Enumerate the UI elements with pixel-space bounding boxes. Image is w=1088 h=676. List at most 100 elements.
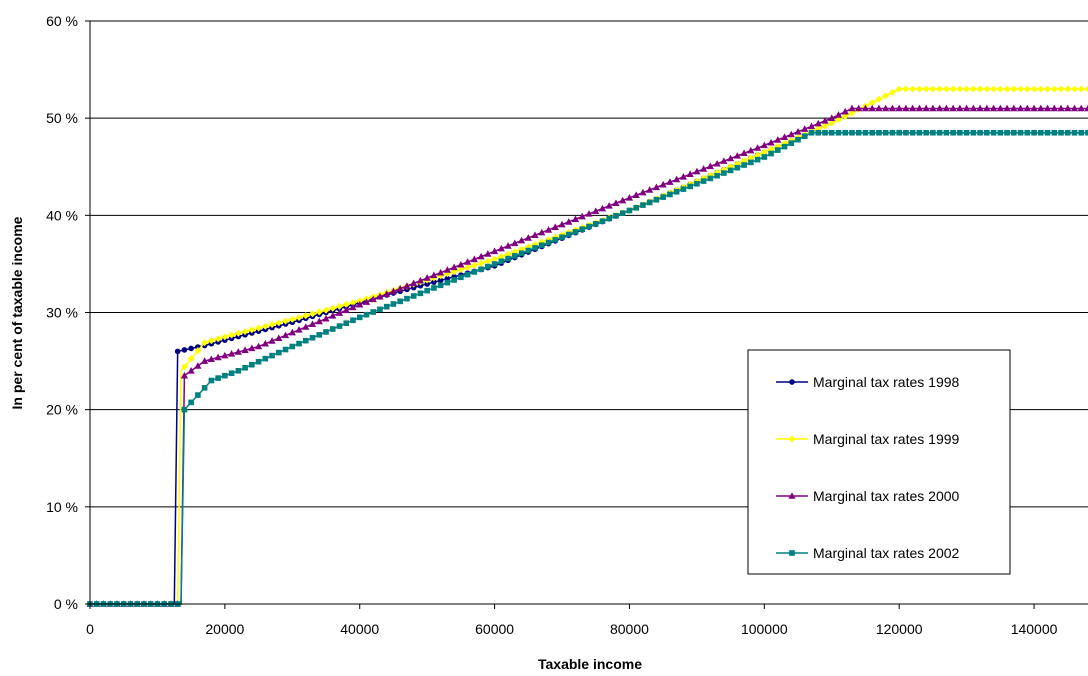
data-point — [518, 250, 525, 257]
data-point — [254, 342, 263, 350]
data-point — [221, 351, 229, 359]
data-point — [652, 183, 661, 191]
data-point — [309, 310, 317, 318]
data-point — [363, 311, 370, 318]
data-point — [659, 180, 667, 188]
tick-labels: 0 % 10 % 20 % 30 % 40 % 50 % 60 % 0 20000 40000 60… — [46, 13, 1058, 637]
data-point — [302, 312, 310, 320]
data-point — [916, 129, 923, 136]
data-point — [579, 226, 586, 232]
data-point — [768, 150, 774, 157]
data-point — [228, 331, 236, 339]
data-point — [1017, 129, 1024, 136]
data-point — [1077, 85, 1085, 93]
data-point — [525, 247, 532, 254]
data-point — [1016, 104, 1025, 112]
data-point — [748, 159, 754, 166]
data-point — [490, 247, 499, 255]
data-point — [1078, 129, 1085, 136]
data-point — [1037, 104, 1045, 112]
data-point — [201, 339, 209, 347]
data-point — [666, 178, 674, 185]
data-point — [902, 104, 910, 112]
data-point — [625, 194, 634, 201]
data-point — [882, 129, 889, 136]
data-point — [1003, 85, 1011, 93]
data-point — [660, 194, 666, 200]
data-point — [491, 261, 498, 267]
data-point — [396, 284, 404, 292]
data-point — [976, 104, 984, 112]
data-point — [511, 239, 519, 247]
data-point — [241, 328, 249, 336]
data-point — [1064, 104, 1072, 112]
data-point — [322, 306, 330, 314]
data-point — [626, 207, 633, 214]
x-tick-label: 80000 — [610, 621, 649, 637]
data-point — [835, 116, 842, 124]
data-point — [504, 250, 512, 258]
data-point — [302, 337, 309, 344]
data-point — [477, 259, 485, 267]
data-point — [1010, 85, 1018, 93]
data-point — [714, 172, 720, 179]
data-point — [828, 129, 835, 136]
data-point — [484, 257, 492, 265]
data-point — [288, 315, 296, 323]
data-point — [687, 183, 693, 190]
data-point — [586, 223, 592, 230]
data-point — [720, 157, 728, 164]
data-point — [242, 364, 248, 371]
data-point — [504, 242, 512, 249]
data-point — [598, 204, 607, 212]
data-point — [996, 104, 1004, 112]
data-point — [673, 175, 681, 183]
data-point — [431, 285, 437, 291]
data-point — [734, 164, 741, 171]
data-point — [424, 281, 430, 287]
data-point — [416, 276, 425, 284]
data-point — [208, 377, 215, 384]
data-point — [195, 392, 201, 398]
data-point — [187, 355, 195, 363]
data-point — [700, 165, 708, 172]
data-point — [524, 234, 532, 241]
data-point — [417, 290, 424, 297]
data-point — [551, 223, 559, 231]
data-point — [180, 363, 188, 371]
data-point — [174, 348, 181, 355]
data-point — [849, 129, 855, 136]
data-point — [903, 129, 909, 136]
data-point — [377, 306, 383, 313]
y-tick-label: 0 % — [54, 596, 78, 612]
data-point — [181, 406, 188, 413]
data-point — [295, 313, 303, 321]
data-point — [458, 274, 464, 281]
data-point — [342, 306, 350, 314]
data-point — [700, 178, 707, 184]
data-point — [552, 237, 559, 243]
data-point — [457, 260, 465, 268]
data-point — [207, 355, 215, 363]
data-point — [296, 340, 302, 347]
data-point — [760, 148, 768, 156]
data-point — [963, 129, 970, 136]
data-point — [1058, 129, 1064, 136]
data-point — [619, 196, 627, 204]
data-point — [794, 127, 802, 135]
data-point — [464, 263, 472, 271]
data-point — [478, 266, 484, 273]
data-point — [895, 85, 903, 93]
data-point — [721, 170, 727, 176]
data-point — [404, 295, 410, 302]
y-tick-label: 60 % — [46, 13, 78, 29]
data-point — [605, 202, 613, 209]
data-point — [343, 320, 350, 326]
data-point — [673, 188, 680, 195]
data-point — [888, 104, 897, 112]
data-point — [1044, 85, 1052, 93]
data-point — [923, 129, 929, 136]
data-point — [861, 104, 870, 112]
data-point — [323, 329, 329, 335]
data-point — [430, 271, 438, 279]
